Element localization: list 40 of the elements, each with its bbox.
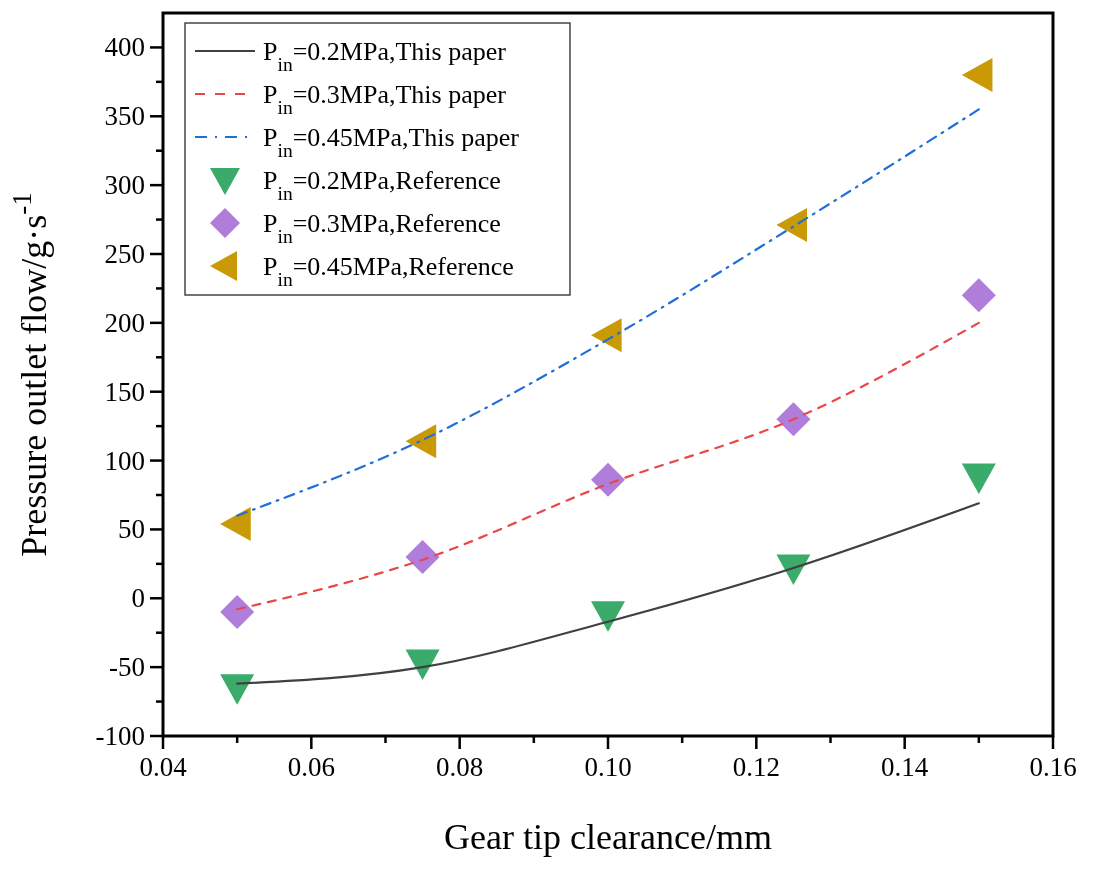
point (776, 554, 811, 585)
x-axis-title: Gear tip clearance/mm (444, 817, 772, 857)
x-tick-label: 0.04 (139, 752, 188, 782)
x-tick-label: 0.10 (584, 752, 632, 782)
legend-label: P$_{in}$=0.2MPa,This paper (263, 37, 507, 75)
point (776, 402, 811, 437)
point (220, 674, 255, 705)
point (220, 506, 251, 541)
point (961, 278, 996, 313)
point (961, 57, 993, 92)
legend-label: P$_{in}$=0.45MPa,This paper (263, 123, 520, 161)
point (776, 208, 808, 243)
point (220, 595, 255, 630)
point (405, 424, 437, 459)
legend-label: P$_{in}$=0.3MPa,This paper (263, 80, 507, 118)
x-tick-label: 0.14 (881, 752, 929, 782)
y-tick-label: 150 (104, 376, 145, 407)
y-tick-label: 250 (104, 239, 145, 269)
point (405, 649, 440, 681)
legend-label: P$_{in}$=0.2MPa,Reference (263, 166, 501, 204)
y-tick-label: 0 (131, 583, 145, 614)
y-tick-label: -100 (95, 721, 145, 751)
y-tick-label: 50 (118, 514, 145, 545)
point (591, 318, 622, 353)
y-tick-label: 300 (104, 170, 145, 201)
y-tick-label: -50 (109, 652, 145, 683)
x-tick-label: 0.06 (287, 752, 335, 782)
y-tick-label: 100 (104, 445, 145, 476)
legend-label: P$_{in}$=0.45MPa,Reference (263, 252, 514, 290)
point (591, 462, 625, 497)
y-tick-label: 200 (104, 307, 145, 338)
legend-label: P$_{in}$=0.3MPa,Reference (263, 209, 501, 247)
point (961, 463, 996, 495)
y-tick-label: 400 (104, 32, 145, 63)
y-tick-label: 350 (104, 101, 145, 132)
point (591, 601, 625, 632)
point (405, 539, 440, 574)
x-tick-label: 0.08 (436, 752, 484, 782)
x-tick-label: 0.16 (1029, 752, 1077, 782)
x-tick-label: 0.12 (732, 752, 780, 782)
